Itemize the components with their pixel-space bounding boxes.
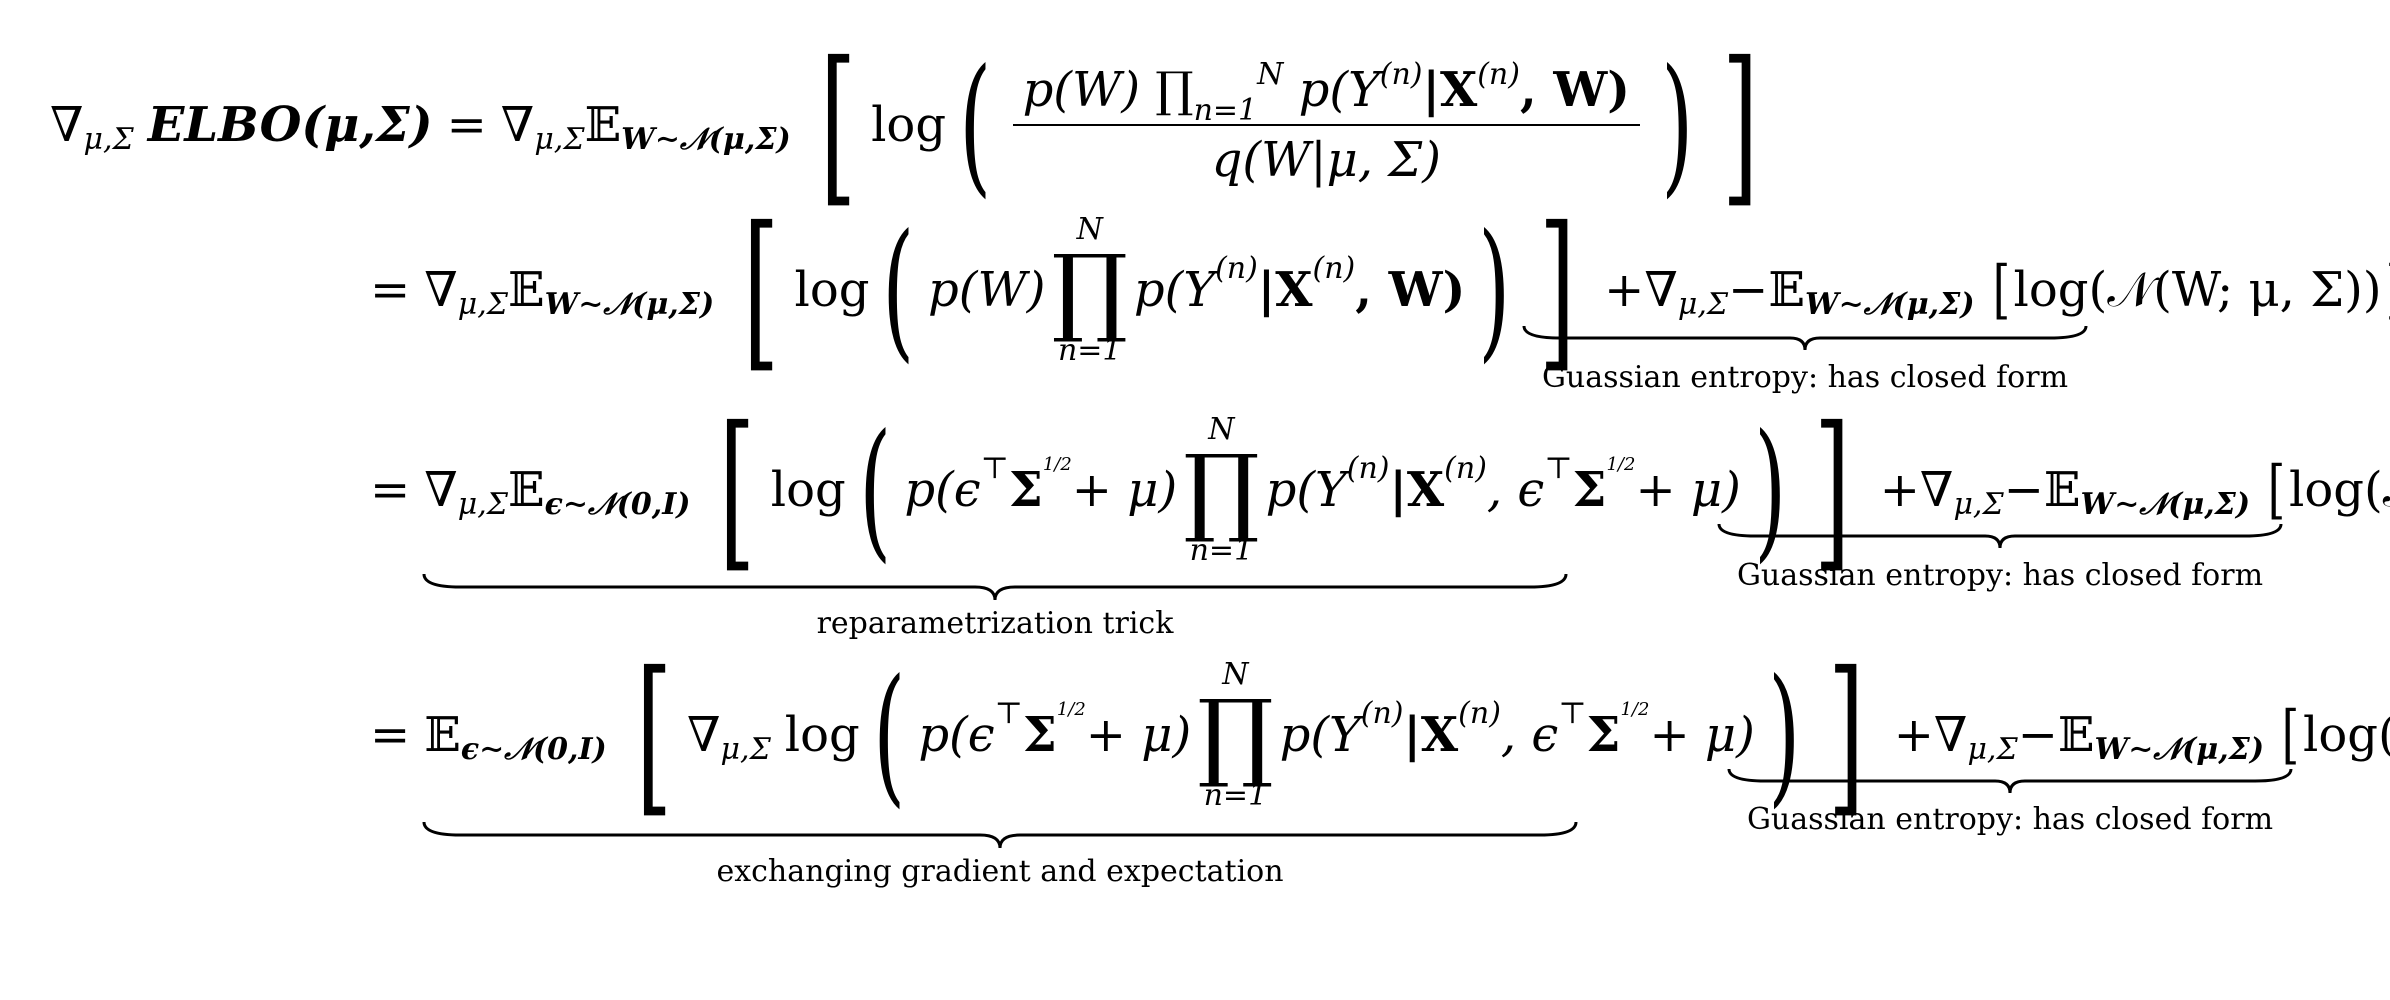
open-paren: ( <box>959 38 992 212</box>
fraction: p(W) ∏n=1N p(Y(n)|X(n), W) q(W|μ, Σ) <box>1012 57 1640 188</box>
equation-line-2: = ∇ μ,Σ 𝔼 W∼𝒩(μ,Σ) [ log ( p(W) N ∏ n=1 p(… <box>370 191 2390 389</box>
fraction-bar <box>1012 124 1640 126</box>
nabla-subscript: μ,Σ <box>83 121 134 157</box>
nabla: ∇ <box>50 97 84 153</box>
close-paren: ) <box>1661 38 1694 212</box>
equation-line-1: ∇ μ,Σ ELBO (μ,Σ) = ∇ μ,Σ 𝔼 W∼𝒩(μ,Σ) [ log ( … <box>50 40 1773 210</box>
fraction-denominator: q(W|μ, Σ) <box>1211 132 1441 188</box>
label-entropy-3: Guassian entropy: has closed form <box>1746 802 2274 837</box>
underbrace-exchange <box>422 821 1578 849</box>
label-entropy-2: Guassian entropy: has closed form <box>1736 558 2264 593</box>
close-bracket: ] <box>1721 26 1758 224</box>
expectation-subscript: W∼𝒩(μ,Σ) <box>621 121 791 157</box>
open-bracket: [ <box>819 26 857 224</box>
underbrace-entropy-2 <box>1717 523 2283 549</box>
fraction-numerator: p(W) ∏n=1N p(Y(n)|X(n), W) <box>1022 57 1630 128</box>
nabla-subscript: μ,Σ <box>534 121 585 157</box>
equals-sign: = <box>370 262 411 318</box>
elbo-args: (μ,Σ) <box>301 97 433 153</box>
nabla: ∇ <box>500 97 535 153</box>
product-operator: N ∏ n=1 <box>1183 411 1260 569</box>
underbrace-entropy-3 <box>1727 768 2293 794</box>
entropy-term: log(𝒩(W; μ, Σ)) <box>2013 261 2382 318</box>
elbo-name: ELBO <box>147 97 302 153</box>
expectation-symbol: 𝔼 <box>584 97 622 153</box>
underbrace-reparam <box>422 573 1568 601</box>
label-reparametrization: reparametrization trick <box>816 606 1174 641</box>
equals-sign: = <box>446 97 487 153</box>
product-operator: N ∏ n=1 <box>1197 656 1274 814</box>
underbrace-entropy-1 <box>1522 325 2088 351</box>
log: log <box>871 97 947 153</box>
product-operator: N ∏ n=1 <box>1051 211 1128 369</box>
label-exchanging: exchanging gradient and expectation <box>716 854 1284 889</box>
label-entropy-1: Guassian entropy: has closed form <box>1541 360 2069 395</box>
